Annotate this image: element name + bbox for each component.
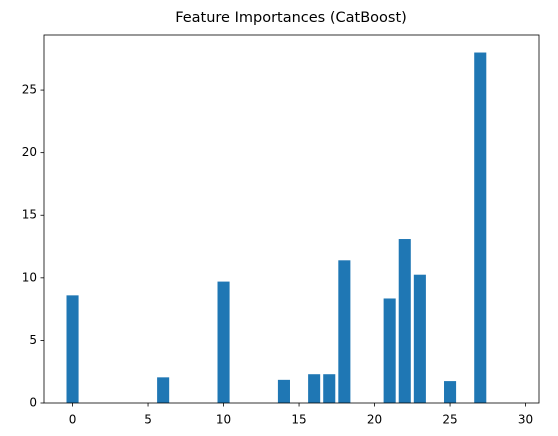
y-tick-label: 25 <box>22 83 37 97</box>
bar <box>474 52 487 404</box>
bar <box>398 239 411 403</box>
y-tick-label: 10 <box>22 270 37 284</box>
x-tick-label: 15 <box>291 413 306 427</box>
bar <box>323 374 336 403</box>
x-tick-label: 5 <box>144 413 152 427</box>
bar <box>277 379 290 403</box>
plot-frame <box>43 34 540 404</box>
bar <box>338 260 351 403</box>
bar <box>308 374 321 403</box>
y-tick-label: 20 <box>22 145 37 159</box>
bar <box>157 377 170 403</box>
bar <box>413 274 426 403</box>
x-tick-label: 0 <box>69 413 77 427</box>
chart-title: Feature Importances (CatBoost) <box>175 10 407 26</box>
y-tick-label: 15 <box>22 208 37 222</box>
x-tick-label: 30 <box>518 413 533 427</box>
bar <box>66 295 79 403</box>
bar <box>217 281 230 403</box>
bar <box>383 298 396 403</box>
x-tick-label: 20 <box>367 413 382 427</box>
bar <box>444 381 457 403</box>
y-tick-label: 0 <box>29 396 37 410</box>
x-tick-label: 10 <box>216 413 231 427</box>
x-tick-label: 25 <box>442 413 457 427</box>
y-tick-label: 5 <box>29 333 37 347</box>
